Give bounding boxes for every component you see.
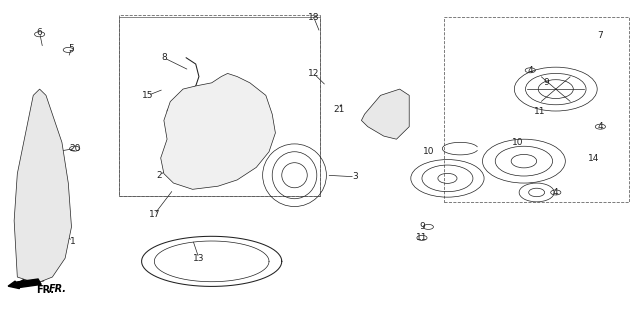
- Text: 11: 11: [416, 234, 428, 242]
- Text: 6: 6: [36, 28, 42, 37]
- Polygon shape: [161, 73, 275, 189]
- Text: 21: 21: [333, 105, 345, 114]
- Bar: [119, 15, 320, 196]
- Text: FR.: FR.: [36, 285, 54, 295]
- Text: 15: 15: [142, 91, 154, 100]
- Text: 1: 1: [70, 236, 76, 246]
- Text: 2: 2: [157, 171, 162, 180]
- FancyArrow shape: [8, 279, 41, 289]
- Bar: [119, 17, 320, 196]
- Text: 14: 14: [588, 154, 600, 162]
- Text: 20: 20: [69, 144, 81, 153]
- Polygon shape: [362, 89, 409, 139]
- Text: 10: 10: [422, 147, 434, 156]
- Text: 11: 11: [534, 106, 545, 116]
- Text: 9: 9: [419, 222, 425, 231]
- Text: 3: 3: [352, 172, 358, 181]
- Text: 4: 4: [598, 122, 603, 131]
- Text: 18: 18: [308, 13, 319, 21]
- Text: FR.: FR.: [49, 284, 67, 294]
- Text: 7: 7: [598, 31, 604, 40]
- Bar: [444, 17, 629, 202]
- Text: 8: 8: [161, 53, 167, 62]
- Text: 5: 5: [68, 44, 74, 53]
- Text: 17: 17: [148, 210, 160, 219]
- Polygon shape: [14, 89, 72, 283]
- Text: 16: 16: [378, 110, 390, 118]
- Text: 10: 10: [512, 138, 524, 147]
- Text: 4: 4: [553, 188, 559, 197]
- Text: 9: 9: [543, 78, 549, 87]
- Text: 12: 12: [308, 69, 319, 78]
- Text: 13: 13: [193, 254, 205, 263]
- Text: 4: 4: [527, 66, 533, 75]
- Text: 19: 19: [20, 260, 31, 269]
